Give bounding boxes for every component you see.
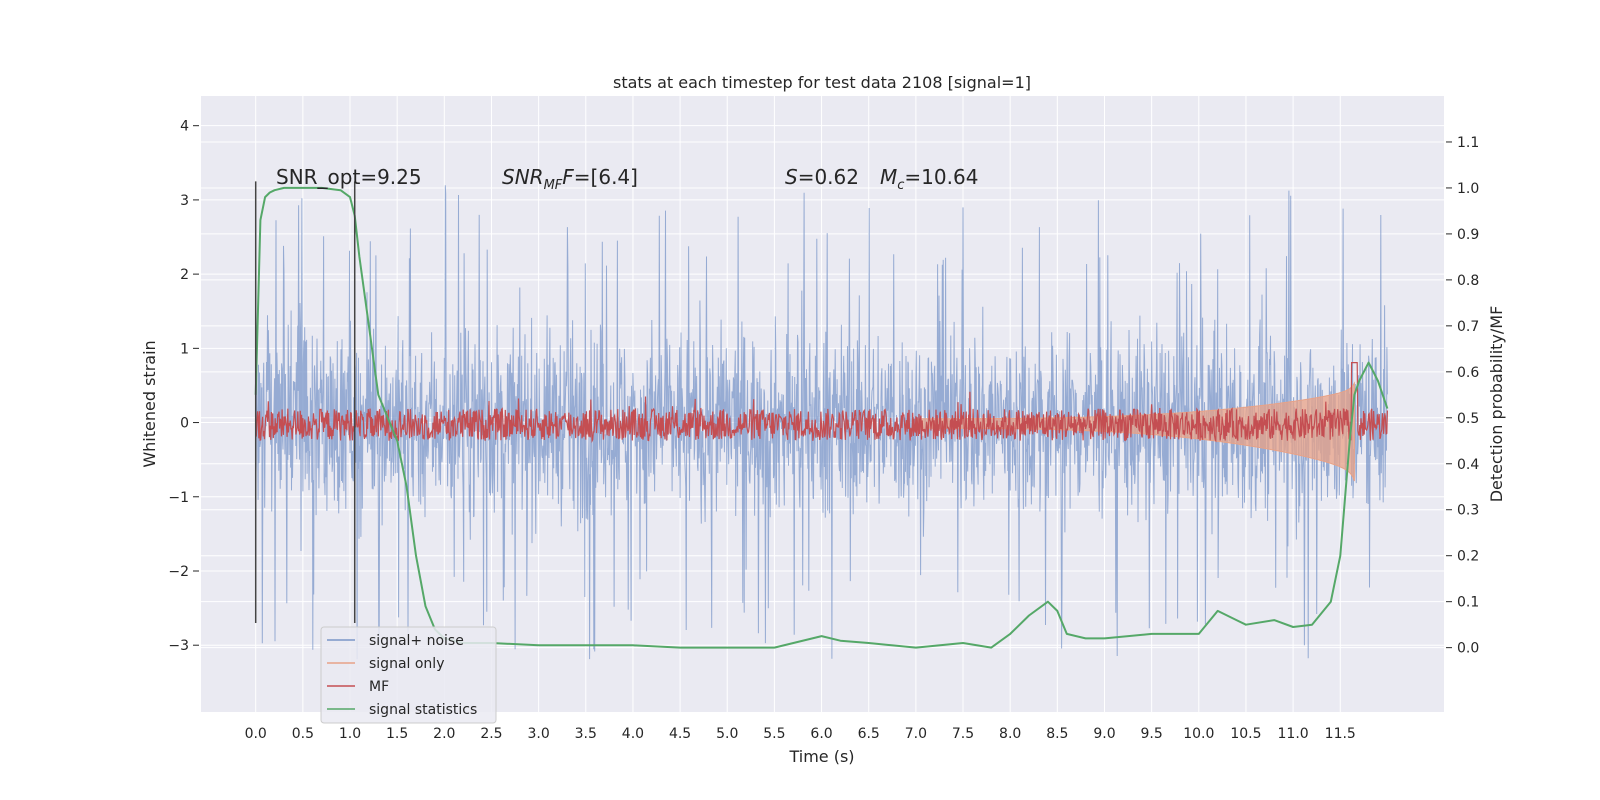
y-tick-label: 0 <box>180 416 189 432</box>
x-tick-label: 9.0 <box>1093 726 1115 742</box>
y-tick-label: 2 <box>180 267 189 283</box>
vertical-markers <box>254 181 356 623</box>
x-tick-label: 3.0 <box>527 726 549 742</box>
y2-tick-label: 0.3 <box>1457 503 1479 519</box>
y-tick-label: 3 <box>180 193 189 209</box>
x-tick-label: 2.0 <box>433 726 455 742</box>
y2-tick-label: 0.7 <box>1457 319 1479 335</box>
s-name: S <box>785 165 798 189</box>
y2-tick-label: 0.8 <box>1457 273 1479 289</box>
x-tick-label: 0.0 <box>245 726 267 742</box>
legend-label-signal-only: signal only <box>369 656 444 672</box>
x-axis-ticks: 0.0 0.5 1.0 1.5 2.0 2.5 3.0 3.5 4.0 4.5 5.0 5.5 6.0 6… <box>245 726 1356 742</box>
chart-title: stats at each timestep for test data 210… <box>613 73 1031 92</box>
x-tick-label: 3.5 <box>575 726 597 742</box>
x-tick-label: 1.5 <box>386 726 408 742</box>
y-tick-label: 4 <box>180 119 189 135</box>
x-tick-label: 8.5 <box>1046 726 1068 742</box>
legend: signal+ noise signal only MF signal stat… <box>320 626 497 724</box>
x-tick-label: 11.0 <box>1278 726 1309 742</box>
y2-axis-label: Detection probability/MF <box>1487 306 1506 503</box>
x-tick-label: 2.5 <box>480 726 502 742</box>
snr-mf-name: SNR <box>502 165 544 189</box>
y2-tick-label: 1.1 <box>1457 135 1479 151</box>
s-value: =0.62 <box>798 165 859 189</box>
x-tick-label: 6.5 <box>858 726 880 742</box>
series-layer <box>254 185 1389 660</box>
x-tick-label: 5.5 <box>763 726 785 742</box>
snr-mf-value: =[6.4] <box>574 165 638 189</box>
annotation-mc: Mc=10.64 <box>880 165 978 193</box>
y-axis-ticks: 4 3 2 1 0 −1 −2 −3 <box>168 119 199 654</box>
y-tick-label: 1 <box>180 341 189 357</box>
mc-value: =10.64 <box>904 165 978 189</box>
x-tick-label: 4.0 <box>622 726 644 742</box>
y2-tick-label: 0.4 <box>1457 457 1479 473</box>
x-tick-label: 7.0 <box>905 726 927 742</box>
y2-tick-label: 0.6 <box>1457 365 1479 381</box>
y-tick-label: −1 <box>168 490 189 506</box>
series-signal-only <box>915 381 1355 482</box>
x-tick-label: 11.5 <box>1325 726 1356 742</box>
snr-mf-subscript: MF <box>544 178 563 193</box>
y-tick-label: −3 <box>168 638 189 654</box>
x-tick-label: 10.5 <box>1230 726 1261 742</box>
y2-tick-label: 0.2 <box>1457 549 1479 565</box>
x-tick-label: 7.5 <box>952 726 974 742</box>
x-tick-label: 10.0 <box>1183 726 1214 742</box>
x-tick-label: 5.0 <box>716 726 738 742</box>
annotation-s: S=0.62 <box>785 165 859 189</box>
x-tick-label: 8.0 <box>999 726 1021 742</box>
legend-label-mf: MF <box>369 679 389 695</box>
y2-axis-ticks: 1.1 1.0 0.9 0.8 0.7 0.6 0.5 0.4 0.3 0.2 0.1 0.0 <box>1446 135 1479 657</box>
annotation-snr-opt: SNR_opt=9.25 <box>276 165 422 189</box>
x-axis-label: Time (s) <box>788 747 854 766</box>
series-signal-statistics <box>254 186 1389 649</box>
legend-box <box>320 626 497 724</box>
y2-tick-label: 1.0 <box>1457 181 1479 197</box>
mc-subscript: c <box>897 178 904 193</box>
series-mf <box>255 362 1388 443</box>
x-tick-label: 1.0 <box>339 726 361 742</box>
y2-tick-label: 0.0 <box>1457 641 1479 657</box>
mc-name: M <box>880 165 897 189</box>
y-tick-label: −2 <box>168 564 189 580</box>
y2-tick-label: 0.5 <box>1457 411 1479 427</box>
x-tick-label: 0.5 <box>292 726 314 742</box>
series-signal-noise <box>255 185 1388 660</box>
legend-label-signal-noise: signal+ noise <box>369 633 464 649</box>
x-tick-label: 6.0 <box>810 726 832 742</box>
legend-label-signal-statistics: signal statistics <box>369 702 477 718</box>
y2-tick-label: 0.1 <box>1457 595 1479 611</box>
x-tick-label: 4.5 <box>669 726 691 742</box>
y2-tick-label: 0.9 <box>1457 227 1479 243</box>
y-axis-label: Whitened strain <box>140 340 159 467</box>
x-tick-label: 9.5 <box>1141 726 1163 742</box>
annotation-snr-mf: SNRMFF=[6.4] <box>502 165 638 193</box>
